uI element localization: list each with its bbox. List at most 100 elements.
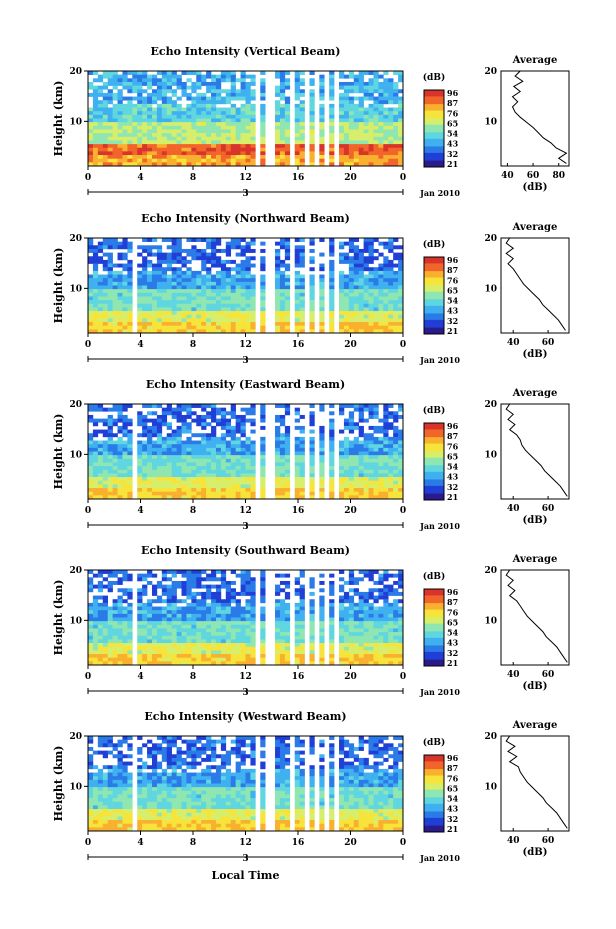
heatmap-cell [245, 657, 251, 662]
heatmap-cell [117, 657, 123, 662]
heatmap-cell [319, 151, 325, 156]
heatmap-cell [181, 263, 187, 268]
heatmap-cell [398, 292, 404, 297]
heatmap-cell [353, 259, 359, 264]
heatmap-cell [117, 278, 123, 283]
heatmap-cell [127, 484, 133, 489]
heatmap-cell [329, 444, 335, 449]
colorbar-tick-label: 21 [447, 326, 458, 336]
heatmap-cell [220, 133, 227, 138]
heatmap-cell [171, 292, 177, 297]
heatmap-cell [92, 114, 99, 119]
heatmap-cell [393, 300, 399, 305]
heatmap-cell [353, 162, 359, 167]
heatmap-cell [319, 462, 325, 467]
heatmap-cell [181, 122, 187, 127]
heatmap-cell [191, 103, 197, 108]
heatmap-cell [220, 455, 227, 460]
heatmap-cell [147, 103, 153, 108]
heatmap-cell [319, 289, 325, 294]
heatmap-cell [398, 455, 404, 460]
colorbar-swatch [424, 462, 444, 465]
heatmap-cell [171, 488, 177, 492]
heatmap-cell [275, 650, 281, 655]
heatmap-cell [220, 580, 227, 585]
heatmap-cell [294, 495, 300, 500]
heatmap-cell [92, 480, 99, 485]
heatmap-cell [250, 325, 256, 330]
heatmap-cell [348, 455, 355, 460]
heatmap-cell [127, 300, 133, 305]
heatmap-cell [211, 133, 217, 138]
heatmap-cell [215, 477, 222, 482]
heatmap-cell [368, 447, 374, 452]
heatmap-cell [383, 144, 389, 149]
heatmap-cell [171, 411, 177, 416]
heatmap-cell [348, 325, 355, 330]
heatmap-cell [127, 646, 133, 651]
heatmap-cell [206, 318, 212, 323]
heatmap-cell [112, 314, 118, 319]
heatmap-cell [215, 613, 222, 618]
heatmap-cell [211, 602, 217, 607]
heatmap-cell [260, 274, 266, 279]
heatmap-cell [260, 133, 266, 138]
colorbar-swatch [424, 440, 444, 443]
heatmap-cell [225, 78, 232, 83]
heatmap-cell [201, 114, 207, 119]
heatmap-cell [201, 444, 207, 449]
heatmap-cell [275, 588, 281, 593]
heatmap-cell [215, 81, 222, 86]
heatmap-cell [250, 469, 256, 474]
heatmap-cell [245, 245, 251, 250]
heatmap-cell [166, 599, 172, 604]
heatmap-cell [201, 122, 207, 127]
heatmap-cell [220, 422, 227, 427]
heatmap-cell [97, 661, 104, 666]
heatmap-cell [137, 433, 143, 438]
heatmap-cell [279, 488, 286, 492]
heatmap-cell [358, 89, 364, 94]
heatmap-cell [142, 646, 148, 651]
heatmap-cell [186, 610, 192, 615]
heatmap-cell [235, 657, 241, 662]
heatmap-cell [191, 107, 197, 112]
heatmap-cell [358, 433, 364, 438]
heatmap-cell [393, 292, 399, 297]
heatmap-cell [225, 447, 232, 452]
heatmap-cell [166, 480, 172, 485]
heatmap-cell [299, 252, 305, 257]
heatmap-cell [137, 628, 143, 633]
heatmap-cell [186, 155, 192, 159]
heatmap-cell [206, 300, 212, 305]
heatmap-cell [309, 289, 315, 294]
heatmap-cell [127, 78, 133, 83]
heatmap-cell [383, 147, 389, 152]
heatmap-cell [181, 144, 187, 149]
heatmap-cell [368, 425, 374, 430]
heatmap-cell [201, 639, 207, 644]
heatmap-cell [176, 491, 182, 496]
heatmap-cell [383, 418, 389, 423]
heatmap-cell [235, 599, 241, 604]
heatmap-cell [137, 588, 143, 593]
heatmap-cell [220, 606, 227, 611]
heatmap-cell [142, 147, 148, 152]
heatmap-cell [97, 654, 104, 658]
heatmap-cell [181, 300, 187, 305]
heatmap-cell [171, 573, 177, 578]
heatmap-cell [284, 643, 291, 648]
heatmap-cell [92, 602, 99, 607]
heatmap-cell [156, 92, 163, 97]
heatmap-cell [319, 407, 325, 412]
heatmap-cell [235, 617, 241, 622]
heatmap-cell [388, 162, 394, 167]
heatmap-cell [88, 303, 94, 308]
heatmap-cell [156, 136, 163, 141]
heatmap-cell [171, 580, 177, 585]
heatmap-cell [102, 451, 108, 456]
colorbar-swatch [424, 325, 444, 327]
heatmap-cell [299, 477, 305, 482]
colorbar-swatch [424, 277, 444, 280]
heatmap-cell [206, 245, 212, 250]
